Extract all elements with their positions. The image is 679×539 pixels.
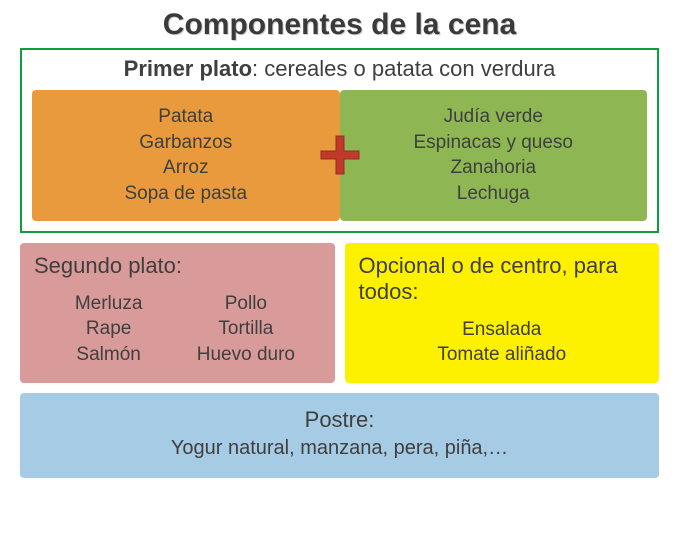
segundo-col-1: MerluzaRapeSalmón [40, 291, 177, 368]
list-item: Garbanzos [40, 130, 332, 156]
segundo-plato-section: Segundo plato: MerluzaRapeSalmón PolloTo… [20, 243, 335, 384]
list-item: Pollo [177, 291, 314, 317]
list-item: Sopa de pasta [40, 181, 332, 207]
list-item: Merluza [40, 291, 177, 317]
segundo-plato-heading: Segundo plato: [34, 253, 321, 279]
segundo-col-2: PolloTortillaHuevo duro [177, 291, 314, 368]
primer-plato-section: Primer plato: cereales o patata con verd… [20, 48, 659, 233]
list-item: Espinacas y queso [348, 130, 640, 156]
opcional-heading: Opcional o de centro, para todos: [359, 253, 646, 305]
postre-body: Yogur natural, manzana, pera, piña,… [30, 437, 649, 460]
primer-plato-label-rest: : cereales o patata con verdura [252, 56, 555, 81]
list-item: Ensalada [359, 317, 646, 343]
list-item: Judía verde [348, 104, 640, 130]
primer-right-panel: Judía verdeEspinacas y quesoZanahoriaLec… [340, 90, 648, 221]
postre-section: Postre: Yogur natural, manzana, pera, pi… [20, 393, 659, 478]
primer-left-panel: PatataGarbanzosArrozSopa de pasta [32, 90, 340, 221]
primer-plato-label-bold: Primer plato [124, 56, 252, 81]
page-title: Componentes de la cena [20, 8, 659, 42]
list-item: Salmón [40, 342, 177, 368]
opcional-section: Opcional o de centro, para todos: Ensala… [345, 243, 660, 384]
list-item: Zanahoria [348, 155, 640, 181]
list-item: Rape [40, 316, 177, 342]
list-item: Tortilla [177, 316, 314, 342]
postre-heading: Postre: [30, 407, 649, 433]
list-item: Tomate aliñado [359, 342, 646, 368]
opcional-body: EnsaladaTomate aliñado [359, 317, 646, 368]
primer-plato-heading: Primer plato: cereales o patata con verd… [32, 56, 647, 82]
list-item: Patata [40, 104, 332, 130]
plus-icon [319, 134, 361, 176]
list-item: Huevo duro [177, 342, 314, 368]
list-item: Arroz [40, 155, 332, 181]
list-item: Lechuga [348, 181, 640, 207]
